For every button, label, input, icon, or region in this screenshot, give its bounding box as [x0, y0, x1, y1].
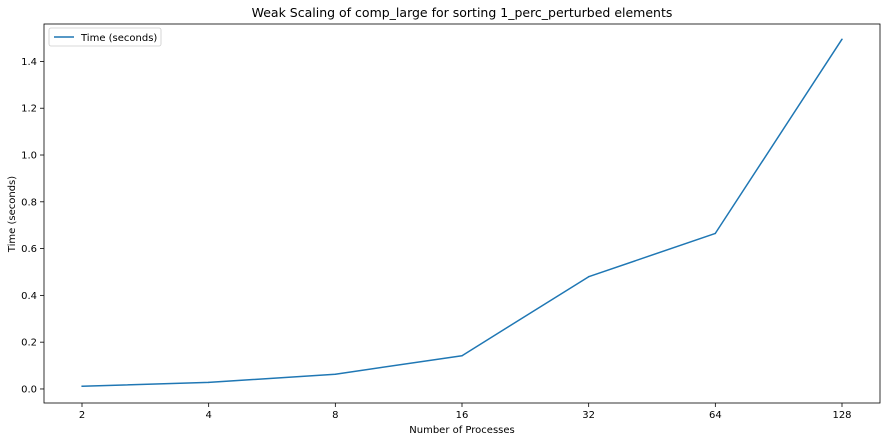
data-point — [841, 38, 843, 40]
x-tick-label: 128 — [832, 410, 851, 421]
y-axis: 0.0 0.2 0.4 0.6 0.8 1.0 1.2 1.4 — [21, 57, 44, 395]
data-point — [207, 381, 210, 384]
legend-label: Time (seconds) — [80, 33, 157, 44]
y-tick-label: 0.6 — [21, 244, 37, 255]
series-layer — [81, 38, 843, 387]
x-tick-label: 32 — [582, 410, 595, 421]
y-tick-label: 0.0 — [21, 384, 37, 395]
x-tick-label: 2 — [79, 410, 85, 421]
y-tick-label: 1.0 — [21, 151, 37, 162]
data-point — [714, 232, 717, 235]
y-tick-label: 1.4 — [21, 57, 37, 68]
legend-box — [48, 27, 162, 47]
y-tick-label: 1.2 — [21, 104, 37, 115]
legend: Time (seconds) — [48, 27, 162, 47]
y-tick-label: 0.2 — [21, 338, 37, 349]
data-point — [81, 385, 83, 387]
data-point — [461, 354, 463, 357]
y-axis-label: Time (seconds) — [7, 176, 18, 253]
data-point — [334, 373, 337, 375]
data-point — [587, 275, 590, 278]
x-tick-label: 64 — [709, 410, 722, 421]
x-tick-label: 4 — [205, 410, 211, 421]
x-axis: 2 4 8 16 32 64 128 — [79, 403, 852, 421]
x-axis-label: Number of Processes — [409, 425, 514, 436]
x-tick-label: 8 — [332, 410, 338, 421]
x-tick-label: 16 — [456, 410, 469, 421]
chart-title: Weak Scaling of comp_large for sorting 1… — [252, 5, 673, 20]
y-tick-label: 0.8 — [21, 197, 37, 208]
y-tick-label: 0.4 — [21, 291, 37, 302]
plot-frame — [43, 23, 881, 404]
